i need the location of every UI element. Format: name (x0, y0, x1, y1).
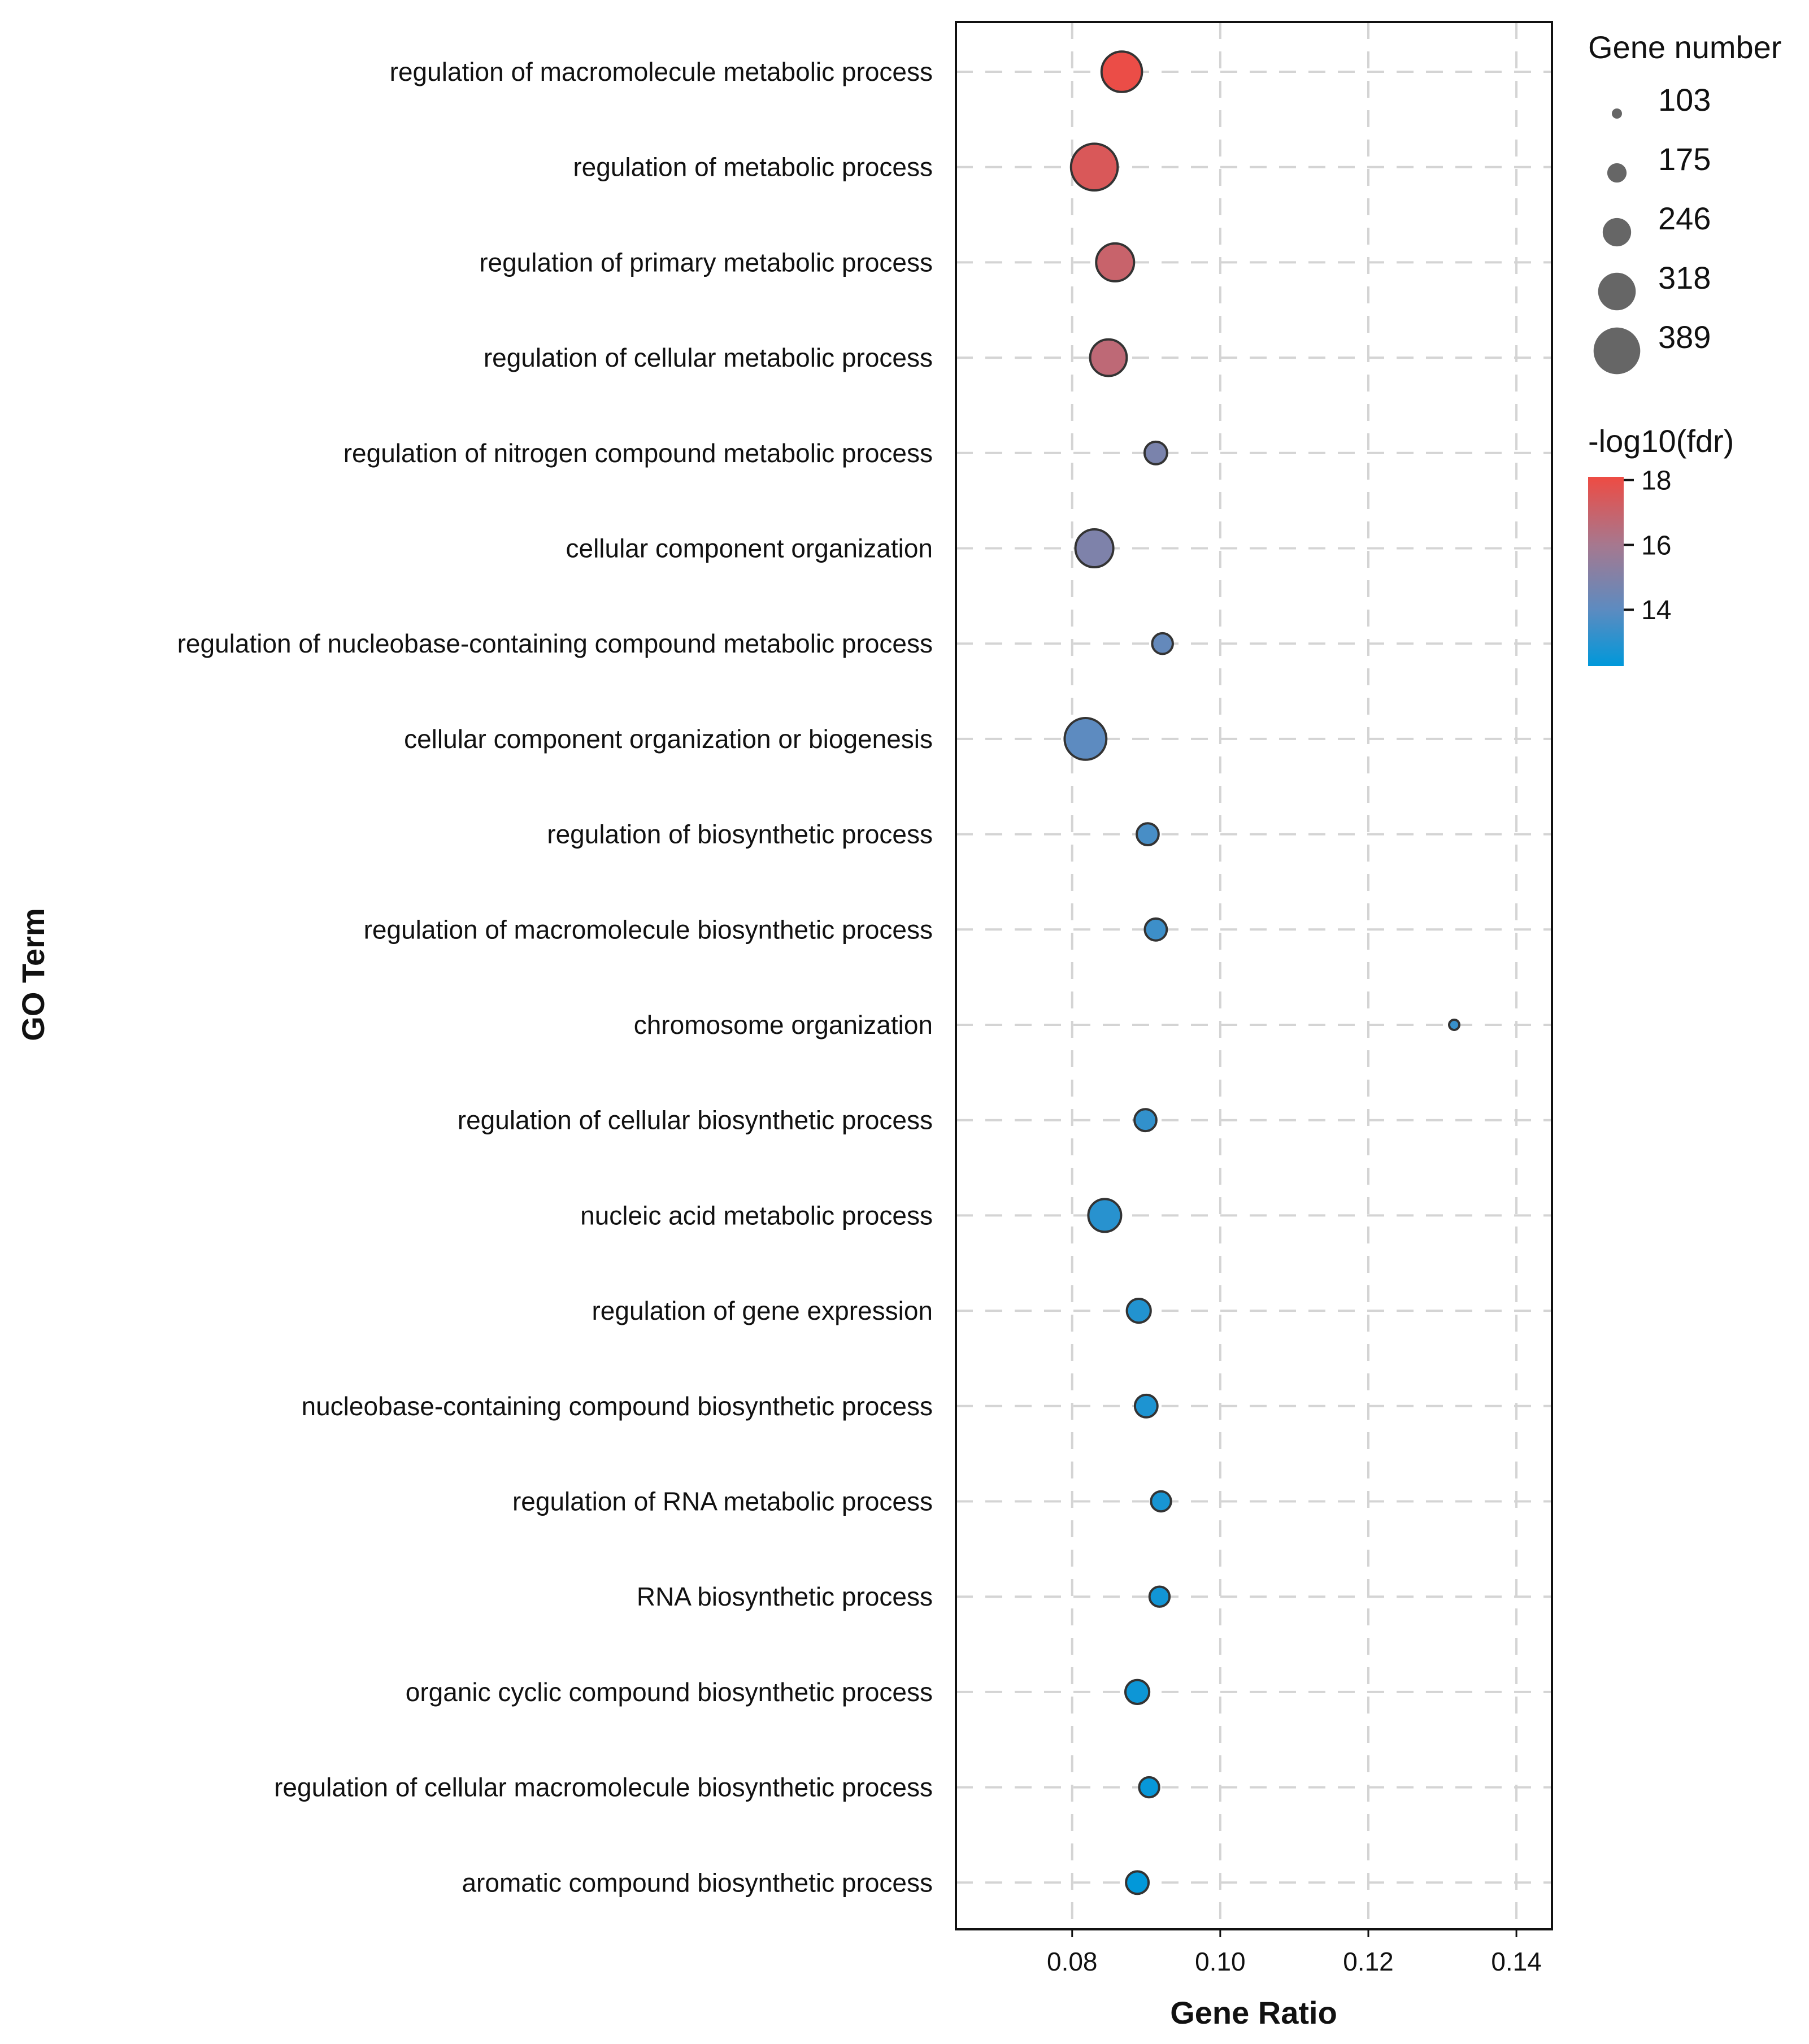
y-tick-label: regulation of RNA metabolic process (512, 1487, 933, 1516)
size-legend-label: 175 (1658, 141, 1711, 177)
color-bar (1588, 477, 1624, 666)
y-tick-label: organic cyclic compound biosynthetic pro… (406, 1677, 933, 1707)
size-legend-label: 246 (1658, 201, 1711, 236)
color-legend: -log10(fdr) 18 16 14 (1588, 423, 1734, 666)
data-point (1125, 1298, 1152, 1324)
y-tick-label: regulation of primary metabolic process (479, 247, 933, 277)
size-legend-key (1598, 272, 1636, 311)
size-legend-label: 103 (1658, 82, 1711, 118)
size-legend-key (1593, 327, 1641, 375)
data-point (1138, 1776, 1160, 1799)
color-tick-label: 14 (1641, 595, 1671, 625)
data-point (1151, 632, 1174, 655)
size-legend-key (1612, 108, 1622, 119)
data-point (1100, 50, 1143, 93)
y-tick-label: RNA biosynthetic process (637, 1582, 933, 1611)
y-tick-label: aromatic compound biosynthetic process (462, 1868, 933, 1897)
size-legend: Gene number 103 175 246 318 389 (1588, 29, 1781, 375)
y-tick-label: cellular component organization or bioge… (404, 724, 933, 754)
data-point (1074, 528, 1115, 569)
x-tick-label: 0.14 (1491, 1947, 1542, 1976)
color-legend-title: -log10(fdr) (1588, 423, 1734, 459)
data-point (1087, 1198, 1123, 1233)
data-point (1095, 242, 1136, 282)
data-point (1133, 1108, 1158, 1133)
data-point (1069, 142, 1119, 192)
x-tick-label: 0.08 (1047, 1947, 1098, 1976)
y-tick-label: regulation of biosynthetic process (547, 820, 933, 849)
y-tick-label: regulation of cellular macromolecule bio… (274, 1773, 933, 1802)
y-tick-label: regulation of macromolecule metabolic pr… (390, 57, 933, 86)
y-tick-label: regulation of cellular metabolic process (484, 343, 933, 372)
data-point (1143, 440, 1168, 466)
y-tick-label: cellular component organization (566, 534, 933, 563)
y-tick-label: regulation of nitrogen compound metaboli… (343, 438, 933, 468)
y-tick-label: nucleic acid metabolic process (580, 1201, 933, 1230)
size-legend-label: 389 (1658, 319, 1711, 355)
data-point (1150, 1490, 1172, 1513)
y-tick-label: regulation of metabolic process (573, 153, 933, 182)
data-point (1089, 338, 1128, 377)
color-tick-label: 18 (1641, 466, 1671, 496)
y-tick-label: regulation of nucleobase-containing comp… (177, 629, 933, 658)
size-legend-key (1607, 163, 1627, 183)
y-tick-label: chromosome organization (634, 1010, 933, 1040)
data-point (1124, 1678, 1151, 1705)
x-tick-label: 0.10 (1195, 1947, 1246, 1976)
y-tick-label: regulation of cellular biosynthetic proc… (458, 1106, 933, 1135)
x-tick-label: 0.12 (1343, 1947, 1394, 1976)
x-axis-title: Gene Ratio (1170, 1995, 1337, 2030)
y-tick-labels: regulation of macromolecule metabolic pr… (177, 57, 933, 1897)
plot-frame (955, 21, 1553, 1930)
data-point (1133, 1393, 1159, 1419)
color-tick-label: 16 (1641, 530, 1671, 560)
x-ticks: 0.08 0.10 0.12 0.14 (1047, 1929, 1542, 1976)
data-point (1125, 1870, 1150, 1895)
data-points (1063, 50, 1461, 1895)
y-axis-title: GO Term (15, 908, 51, 1041)
y-tick-label: regulation of gene expression (592, 1296, 933, 1325)
size-legend-key (1602, 218, 1632, 247)
data-point (1143, 917, 1168, 942)
y-tick-label: regulation of macromolecule biosynthetic… (364, 915, 933, 944)
grid-lines (956, 22, 1552, 1929)
size-legend-label: 318 (1658, 260, 1711, 295)
data-point (1136, 822, 1160, 846)
data-point (1148, 1585, 1171, 1608)
data-point (1063, 716, 1108, 761)
data-point (1448, 1019, 1461, 1031)
y-tick-label: nucleobase-containing compound biosynthe… (302, 1391, 933, 1421)
size-legend-title: Gene number (1588, 29, 1781, 65)
